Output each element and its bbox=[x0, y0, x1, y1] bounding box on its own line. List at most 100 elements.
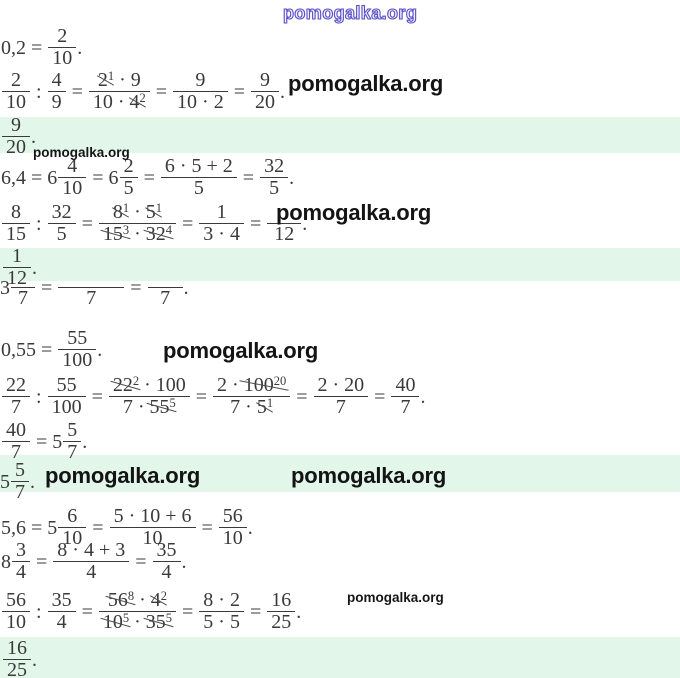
fraction: 35 4 bbox=[47, 590, 76, 633]
math-text: . bbox=[32, 648, 37, 671]
cancelled-value: 2 bbox=[97, 69, 108, 91]
math-line: 0,55 = 55 100. bbox=[1, 328, 102, 371]
fraction: 32 5 bbox=[47, 202, 76, 245]
numerator: 35 bbox=[152, 540, 181, 562]
math-text: = bbox=[237, 166, 260, 189]
fraction: 4 10 bbox=[58, 156, 87, 199]
math-text: = 6 bbox=[87, 166, 119, 189]
numerator: 40 bbox=[391, 375, 420, 397]
math-text: = bbox=[66, 80, 88, 103]
math-text: = bbox=[138, 166, 160, 189]
math-text: . bbox=[302, 212, 308, 235]
numerator: 32 bbox=[260, 156, 289, 178]
math-text: = bbox=[36, 276, 58, 299]
highlight-band bbox=[0, 637, 680, 678]
fraction: 2 · 10020 7 · 51 bbox=[213, 374, 291, 418]
math-text: = bbox=[76, 600, 98, 623]
numerator: 568 · 42 bbox=[98, 589, 177, 612]
math-text: 3 bbox=[0, 276, 10, 299]
fraction: 32 5 bbox=[260, 156, 289, 199]
cancelled-value: 8 bbox=[112, 201, 123, 223]
denominator: 100 bbox=[62, 349, 93, 371]
fraction: 40 7 bbox=[391, 375, 420, 418]
watermark-bold: pomogalka.org bbox=[45, 463, 201, 488]
math-text: · bbox=[129, 201, 146, 223]
numerator: 6 bbox=[58, 506, 87, 528]
math-text: = bbox=[190, 385, 213, 408]
math-line: 9 20. bbox=[1, 115, 36, 158]
fraction: 35 4 bbox=[152, 540, 181, 583]
numerator: 55 bbox=[47, 375, 86, 397]
math-text: : bbox=[31, 600, 47, 623]
math-text: : bbox=[31, 385, 47, 408]
denominator: 5 bbox=[269, 177, 280, 199]
cancel-result: 2 bbox=[139, 91, 146, 105]
denominator: 10 bbox=[62, 177, 83, 199]
math-text: · bbox=[129, 611, 146, 633]
numerator: 9 bbox=[173, 70, 228, 92]
numerator: 2 bbox=[48, 26, 77, 48]
denominator: 25 bbox=[271, 611, 292, 633]
math-text: 5 bbox=[0, 470, 10, 493]
fraction: 2 · 20 7 bbox=[313, 375, 369, 418]
denominator: 5 bbox=[56, 223, 67, 245]
cancelled-value: 100 bbox=[243, 374, 274, 396]
cancel-result: 2 bbox=[160, 589, 168, 603]
fraction: 7 bbox=[58, 266, 125, 309]
denominator: 7 bbox=[18, 287, 28, 309]
math-text: · bbox=[134, 589, 151, 611]
highlight-band bbox=[0, 455, 680, 492]
cancelled-term: 222 bbox=[110, 374, 141, 396]
fraction: 9 10 · 2 bbox=[173, 70, 228, 113]
fraction: 16 25 bbox=[267, 590, 296, 633]
math-text: . bbox=[82, 430, 88, 453]
math-text: : bbox=[31, 212, 47, 235]
math-text: = bbox=[369, 385, 391, 408]
fraction: 40 7 bbox=[2, 420, 30, 463]
denominator: 12 bbox=[274, 223, 295, 245]
denominator: 20 bbox=[6, 136, 26, 158]
highlight-band bbox=[0, 117, 680, 153]
numerator: 8 · 4 + 3 bbox=[53, 540, 130, 562]
denominator: 9 bbox=[51, 91, 62, 113]
cancel-result: 5 bbox=[122, 611, 130, 625]
math-text: 0,2 = bbox=[1, 36, 48, 59]
denominator: 7 bbox=[335, 396, 346, 418]
denominator: 10 bbox=[222, 527, 243, 549]
cancelled-value: 55 bbox=[149, 396, 170, 418]
math-text: · 100 bbox=[139, 374, 186, 396]
math-text: . bbox=[77, 36, 83, 59]
cancelled-value: 4 bbox=[129, 91, 140, 113]
denominator: 7 bbox=[400, 396, 411, 418]
denominator: 7 bbox=[86, 287, 97, 309]
fraction: 56 10 bbox=[218, 506, 247, 549]
math-line: 0,2 = 2 10. bbox=[1, 26, 82, 69]
denominator: 15 bbox=[6, 223, 26, 245]
cancel-result: 8 bbox=[127, 589, 135, 603]
numerator: 16 bbox=[3, 638, 31, 660]
math-text: = bbox=[125, 276, 147, 299]
numerator: 2 · 20 bbox=[313, 375, 369, 397]
denominator: 10 bbox=[6, 91, 26, 113]
numerator: 16 bbox=[267, 590, 296, 612]
fraction: 21 · 9 10 · 42 bbox=[88, 69, 150, 113]
cancel-result: 2 bbox=[132, 374, 140, 388]
fraction: 55 100 bbox=[47, 375, 86, 418]
denominator: 10 bbox=[142, 527, 163, 549]
denominator: 4 bbox=[56, 611, 67, 633]
math-text: = bbox=[87, 516, 109, 539]
denominator: 7 bbox=[11, 441, 21, 463]
math-text: · 9 bbox=[114, 69, 141, 91]
math-line: 1 12. bbox=[2, 246, 37, 289]
fraction: 22 7 bbox=[2, 375, 30, 418]
math-line: 22 7 : 55 100 = 222 · 100 7 · 555 = 2 · 100… bbox=[1, 375, 425, 418]
math-text: . bbox=[181, 550, 187, 573]
fraction: 2 10 bbox=[48, 26, 77, 69]
